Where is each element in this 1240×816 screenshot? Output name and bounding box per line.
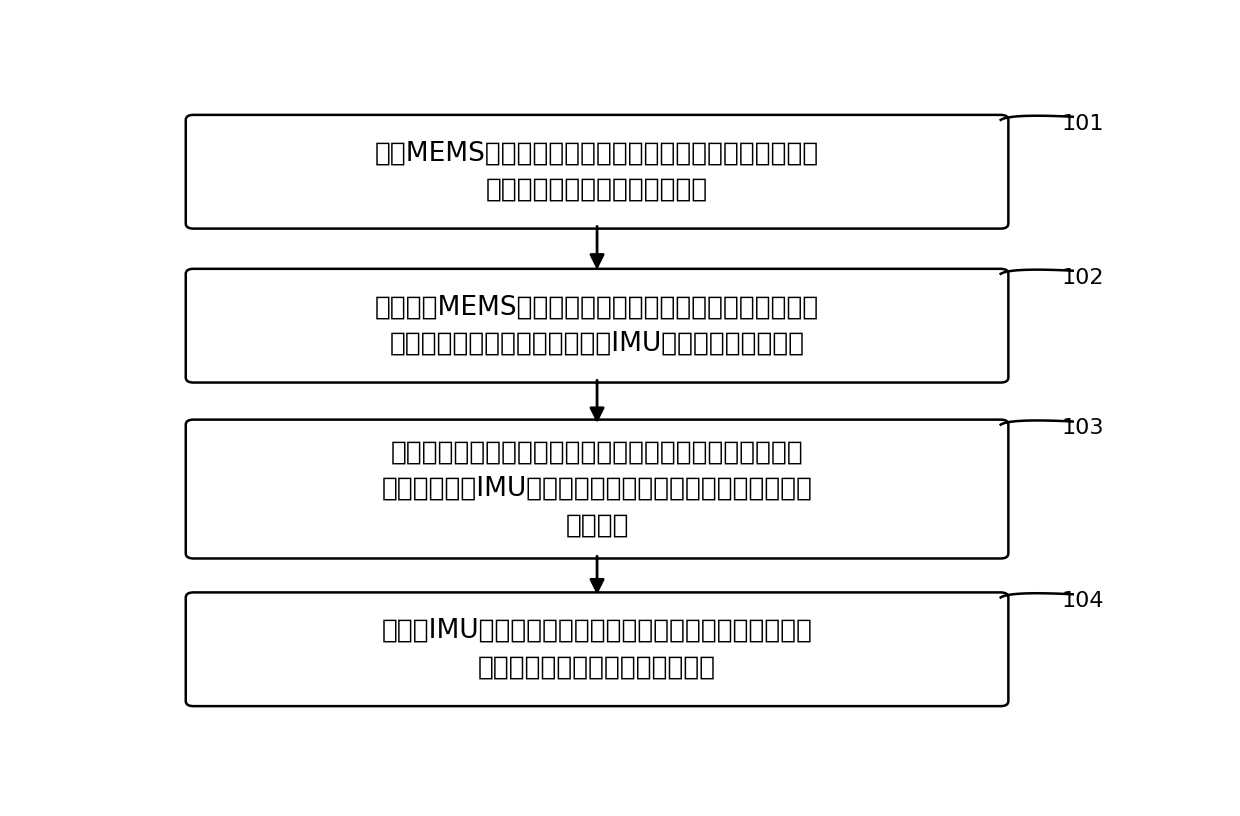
FancyBboxPatch shape (186, 115, 1008, 228)
Text: 度与基准值进行对比，获得误差值: 度与基准值进行对比，获得误差值 (477, 654, 717, 681)
Text: 时的速度: 时的速度 (565, 512, 629, 539)
Text: 104: 104 (1061, 591, 1104, 611)
Text: 将所述IMU测量的轨迹、姿态以及位于所述目标位置时的速: 将所述IMU测量的轨迹、姿态以及位于所述目标位置时的速 (382, 618, 812, 644)
Text: 103: 103 (1061, 419, 1104, 438)
Text: 101: 101 (1061, 113, 1104, 134)
Text: 基于所述初始姿态矩阵和所述第二输出数据进行惯性导航解: 基于所述初始姿态矩阵和所述第二输出数据进行惯性导航解 (391, 440, 804, 466)
Text: 采集所述MEMS惯组从所述初始位置按照预设轨迹平移至目: 采集所述MEMS惯组从所述初始位置按照预设轨迹平移至目 (374, 295, 820, 321)
Text: 行初始对准，获得初始姿态矩阵: 行初始对准，获得初始姿态矩阵 (486, 177, 708, 203)
Text: 标位置的过程中，惯性测量单元IMU输出的第二输出数据: 标位置的过程中，惯性测量单元IMU输出的第二输出数据 (389, 331, 805, 357)
FancyBboxPatch shape (186, 592, 1008, 706)
Text: 采集MEMS惯组在初始位置静置预设时长的第一输出数据进: 采集MEMS惯组在初始位置静置预设时长的第一输出数据进 (374, 140, 820, 166)
FancyBboxPatch shape (186, 419, 1008, 558)
Text: 算，获得所述IMU测量的轨迹、姿态以及位于所述目标位置: 算，获得所述IMU测量的轨迹、姿态以及位于所述目标位置 (382, 476, 812, 502)
FancyBboxPatch shape (186, 268, 1008, 383)
Text: 102: 102 (1061, 268, 1104, 287)
